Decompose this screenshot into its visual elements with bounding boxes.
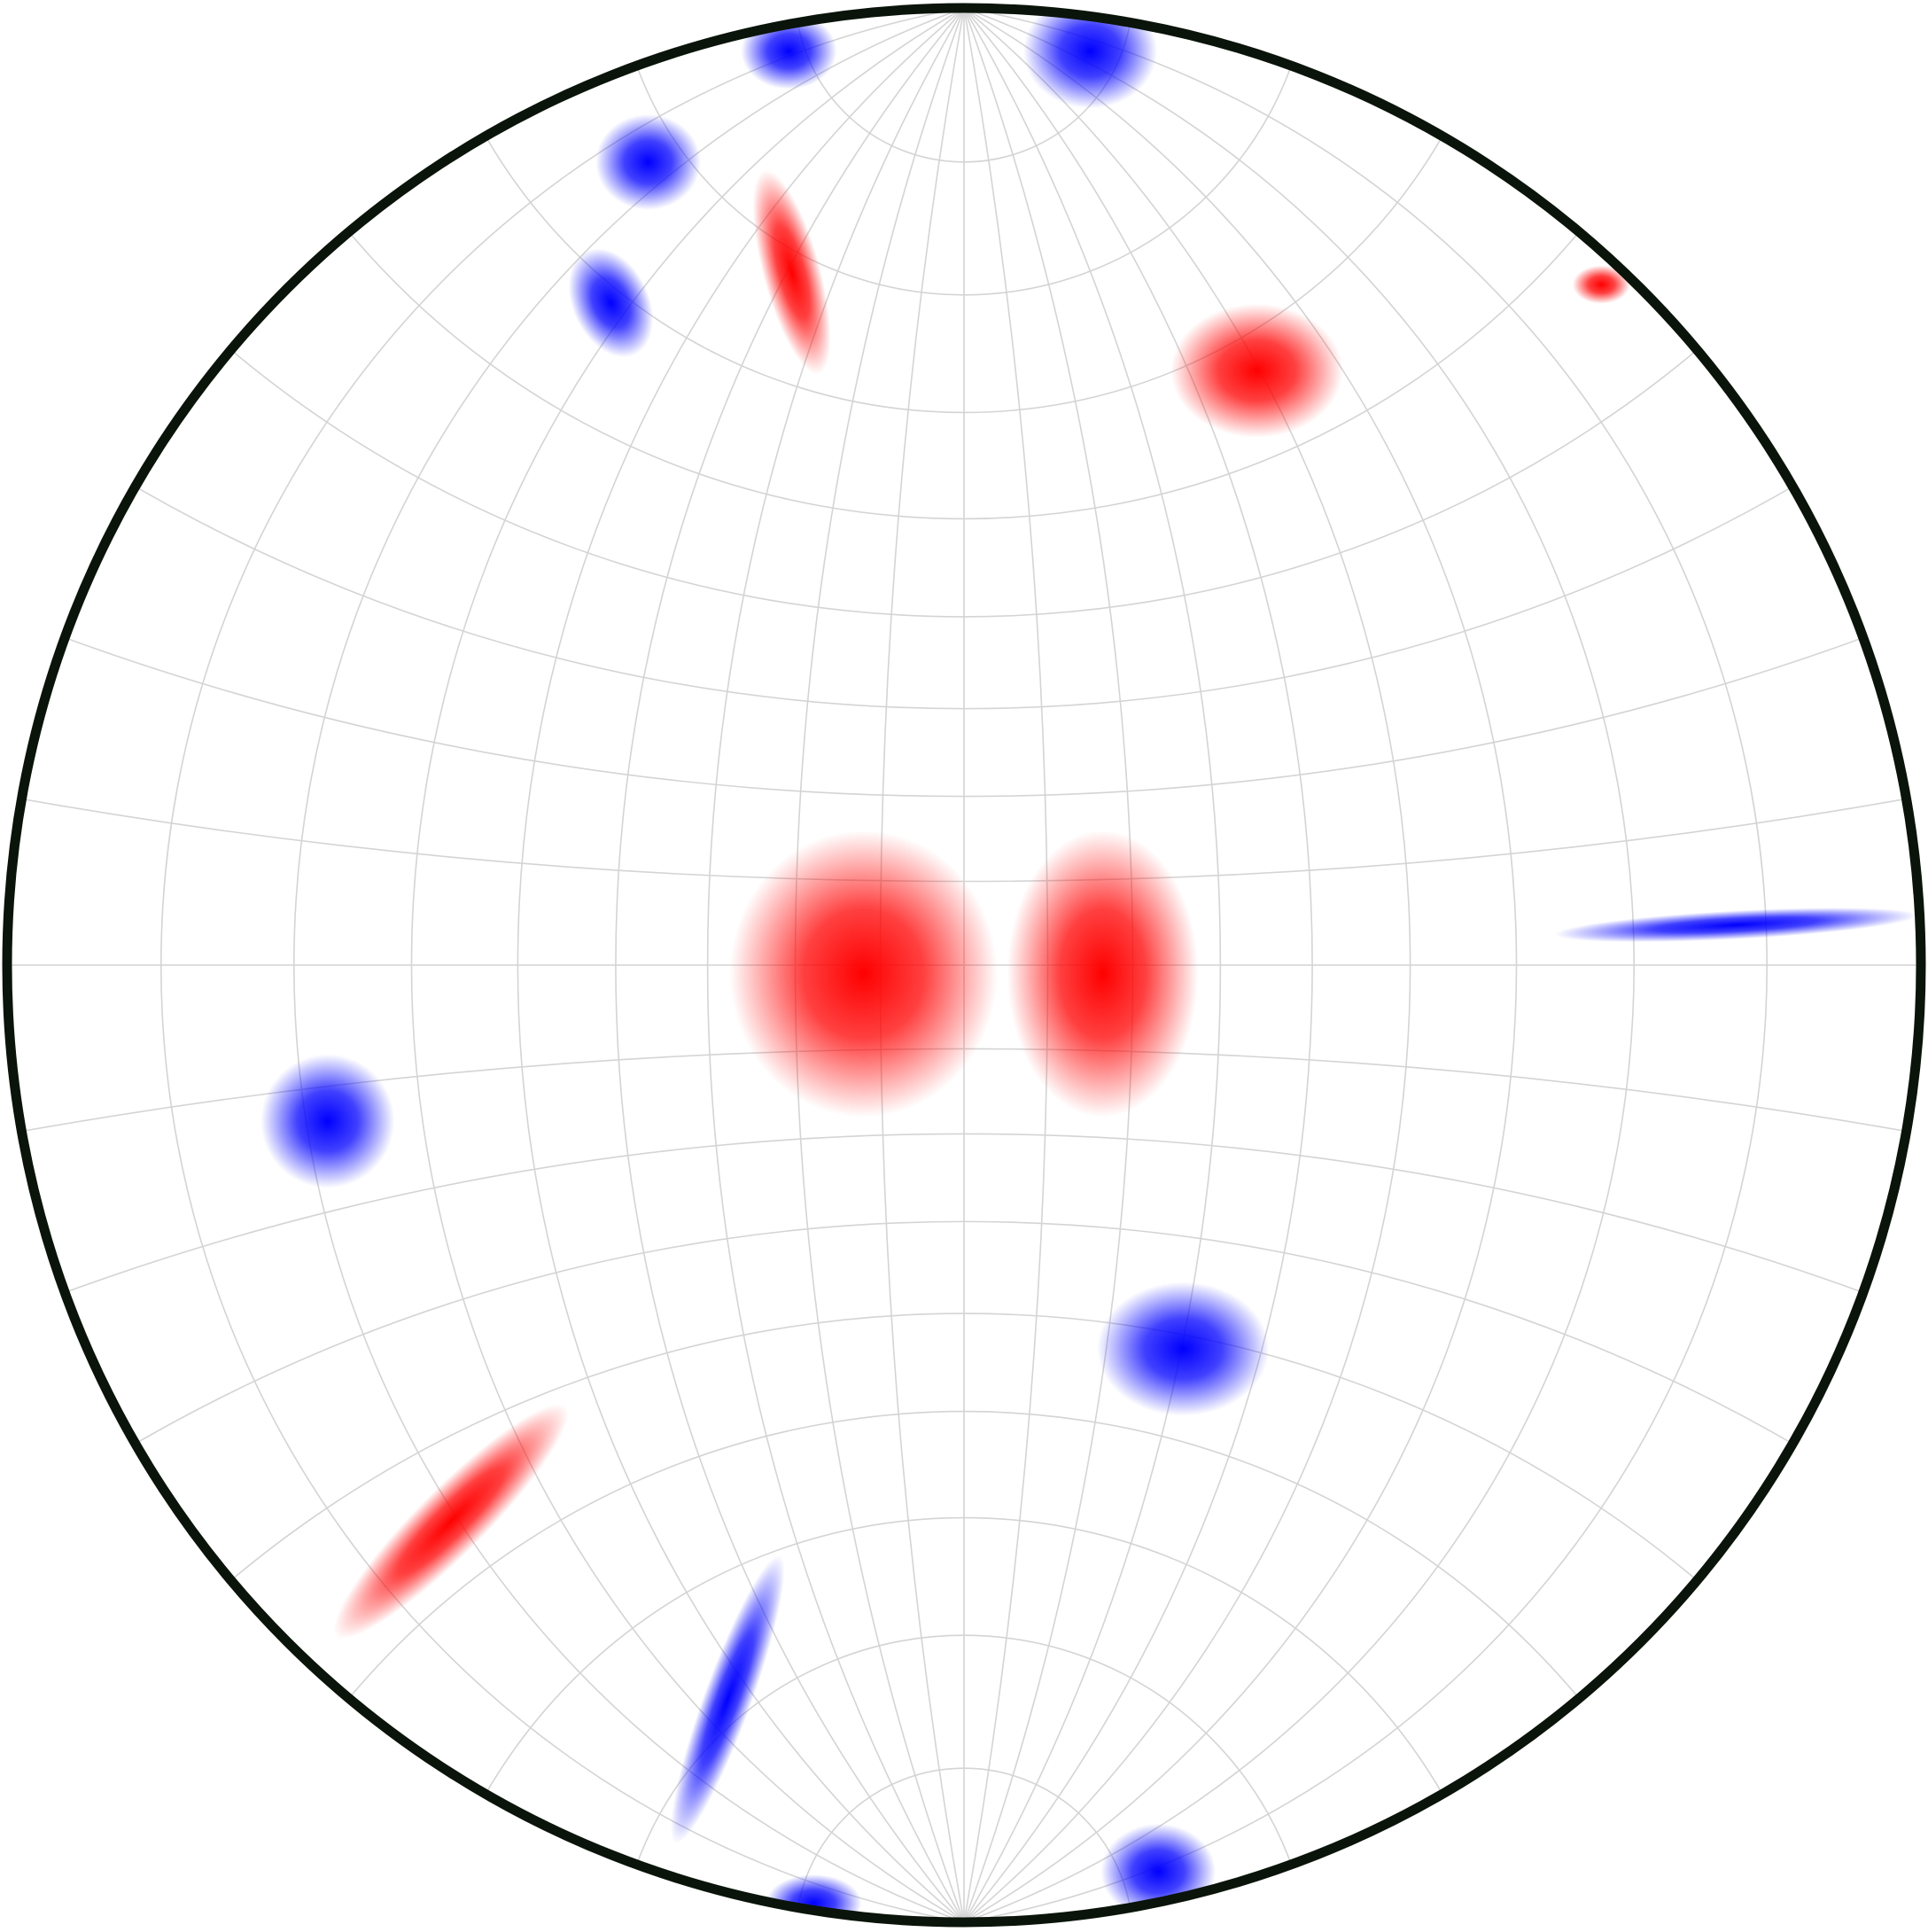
grid-line bbox=[7, 8, 1921, 798]
cluster bbox=[595, 113, 701, 210]
cluster bbox=[1170, 303, 1343, 438]
grid-line bbox=[159, 8, 1769, 520]
grid-line bbox=[159, 8, 1921, 1922]
grid-line bbox=[292, 8, 1921, 1922]
grid-line bbox=[410, 8, 1518, 414]
grid-line bbox=[7, 8, 1921, 710]
grid-line bbox=[410, 1516, 1518, 1922]
grid-line bbox=[706, 8, 1921, 1922]
grid-line bbox=[7, 1313, 1921, 1922]
cluster bbox=[752, 170, 831, 375]
grid-line bbox=[7, 8, 1411, 1922]
grid-line bbox=[517, 8, 1921, 1922]
grid-line bbox=[7, 8, 1636, 1922]
cluster bbox=[568, 248, 654, 358]
cluster bbox=[333, 1403, 569, 1640]
grid-line bbox=[7, 1220, 1921, 1922]
grid-line bbox=[615, 8, 1313, 296]
grid-line bbox=[7, 1133, 1921, 1922]
cluster bbox=[1097, 1282, 1270, 1416]
cluster bbox=[1572, 265, 1630, 304]
grid-line bbox=[615, 1634, 1313, 1922]
grid-line bbox=[615, 8, 1921, 1922]
clusters bbox=[260, 8, 1918, 1922]
primitive-circle bbox=[2, 3, 1926, 1928]
grid-line bbox=[794, 1767, 1134, 1922]
cluster bbox=[1007, 830, 1199, 1118]
grid-line bbox=[410, 8, 1921, 1922]
grid-line bbox=[7, 8, 1518, 1922]
grid-line bbox=[794, 8, 1134, 163]
cluster bbox=[1554, 908, 1918, 943]
grid-line bbox=[7, 8, 1222, 1922]
grid-line bbox=[7, 8, 1313, 1922]
grid-line bbox=[7, 8, 1769, 1922]
cluster bbox=[729, 830, 998, 1118]
cluster bbox=[260, 1054, 395, 1188]
grid-line bbox=[159, 1410, 1769, 1922]
cluster bbox=[670, 1554, 785, 1844]
grid-line bbox=[7, 8, 1921, 618]
